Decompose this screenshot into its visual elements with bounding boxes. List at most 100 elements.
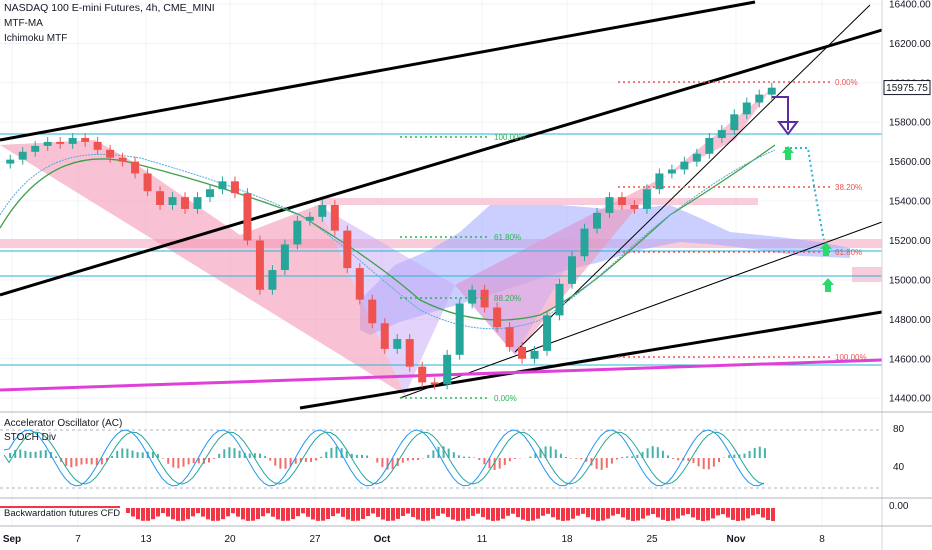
ac-bar	[315, 458, 318, 461]
ac-bar	[697, 458, 700, 467]
ac-bar	[667, 455, 669, 458]
candle-body	[43, 141, 52, 146]
ac-bar	[534, 453, 537, 458]
ac-bar	[406, 458, 409, 461]
backwardation-bar	[526, 508, 530, 521]
ac-bar	[748, 450, 751, 458]
ac-bar	[718, 458, 720, 462]
x-tick-label-5: Oct	[374, 534, 391, 545]
stoch-tick-40: 40	[893, 462, 905, 473]
ac-bar	[233, 448, 236, 458]
candles	[6, 82, 776, 390]
candle-body	[6, 159, 15, 164]
x-tick-label-10: 8	[819, 534, 825, 545]
channel-mid	[0, 28, 883, 297]
ac-bar	[452, 452, 455, 458]
backwardation-bar	[501, 508, 505, 519]
ac-bar	[641, 451, 644, 458]
candle	[730, 109, 739, 136]
ac-bar	[197, 458, 200, 464]
candle	[255, 235, 264, 295]
candle	[93, 136, 102, 155]
backwardation-bar	[181, 508, 185, 521]
fib-top-label-2: 61.80%	[835, 248, 862, 257]
candle-body	[642, 189, 651, 209]
backwardation-bar	[446, 508, 450, 518]
candle-body	[168, 197, 177, 205]
backwardation-bar	[211, 508, 215, 521]
ac-bar	[248, 453, 251, 458]
candle	[530, 345, 539, 364]
backwardation-bar	[471, 508, 475, 516]
ac-bar	[218, 453, 221, 458]
ac-bar	[626, 456, 629, 458]
ac-bar	[75, 458, 78, 467]
ac-bar	[427, 454, 430, 458]
ac-bar	[177, 458, 180, 469]
backwardation-bar	[216, 508, 220, 521]
harmonic-pattern-1	[0, 140, 405, 395]
ac-bar	[361, 454, 363, 458]
ac-bar	[355, 454, 358, 458]
ac-bar	[656, 447, 659, 458]
candle-body	[68, 137, 77, 144]
backwardation-bar	[621, 508, 625, 518]
stoch-d-line	[3, 431, 765, 485]
candle-body	[667, 169, 676, 174]
candle-body	[393, 339, 402, 349]
candle-body	[617, 197, 626, 205]
candle-body	[755, 94, 764, 103]
backwardation-bar	[396, 508, 400, 519]
ac-bar	[106, 458, 108, 462]
ac-bar	[111, 455, 114, 458]
ac-bar	[508, 458, 511, 462]
backwardation-bar	[241, 508, 245, 520]
candle	[518, 341, 527, 364]
candle-body	[143, 173, 152, 192]
backwardation-bar	[601, 508, 605, 521]
ac-bar	[559, 453, 562, 458]
backwardation-bar	[306, 508, 310, 517]
backwardation-bar	[291, 508, 295, 520]
backwardation-bar	[726, 508, 730, 518]
ac-bar	[514, 458, 516, 459]
x-tick-label-6: 11	[477, 534, 488, 545]
ac-bar	[758, 446, 761, 458]
backwardation-bar	[756, 508, 760, 515]
backwardation-bar	[651, 508, 655, 515]
ac-bar	[616, 458, 618, 460]
candle-body	[243, 193, 252, 241]
backwardation-bar	[701, 508, 705, 521]
ac-bar	[136, 452, 139, 458]
candle	[505, 322, 514, 352]
ac-bar	[554, 449, 557, 458]
harmonic-pattern-2	[318, 205, 455, 395]
ac-bar	[274, 458, 277, 466]
backwardation-bar	[531, 508, 535, 521]
indicator-ichimoku: Ichimoku MTF	[4, 33, 68, 44]
indicator-mtf-ma: MTF-MA	[4, 18, 43, 29]
backwardation-bar	[746, 508, 750, 519]
backwardation-bar	[626, 508, 630, 520]
ac-bar	[488, 458, 491, 469]
backwardation-bar	[461, 508, 465, 521]
right-band	[852, 267, 882, 282]
backwardation-bar	[521, 508, 525, 520]
ac-bar	[335, 446, 338, 458]
fib-top-label-3: 100.00%	[835, 353, 867, 362]
ac-bar	[55, 456, 57, 458]
backwardation-bar	[356, 508, 360, 521]
candle	[405, 334, 414, 372]
backwardation-bar	[721, 508, 725, 515]
ac-bar	[182, 458, 185, 467]
backwardation-bar	[476, 508, 480, 514]
candle-body	[505, 327, 514, 347]
backwardation-left-line	[0, 506, 120, 508]
candle	[330, 200, 339, 236]
ac-bar	[95, 458, 98, 466]
backwardation-bar	[251, 508, 255, 521]
candle	[118, 152, 127, 167]
x-tick-label-0: Sep	[3, 534, 21, 545]
ac-bar	[325, 451, 328, 458]
